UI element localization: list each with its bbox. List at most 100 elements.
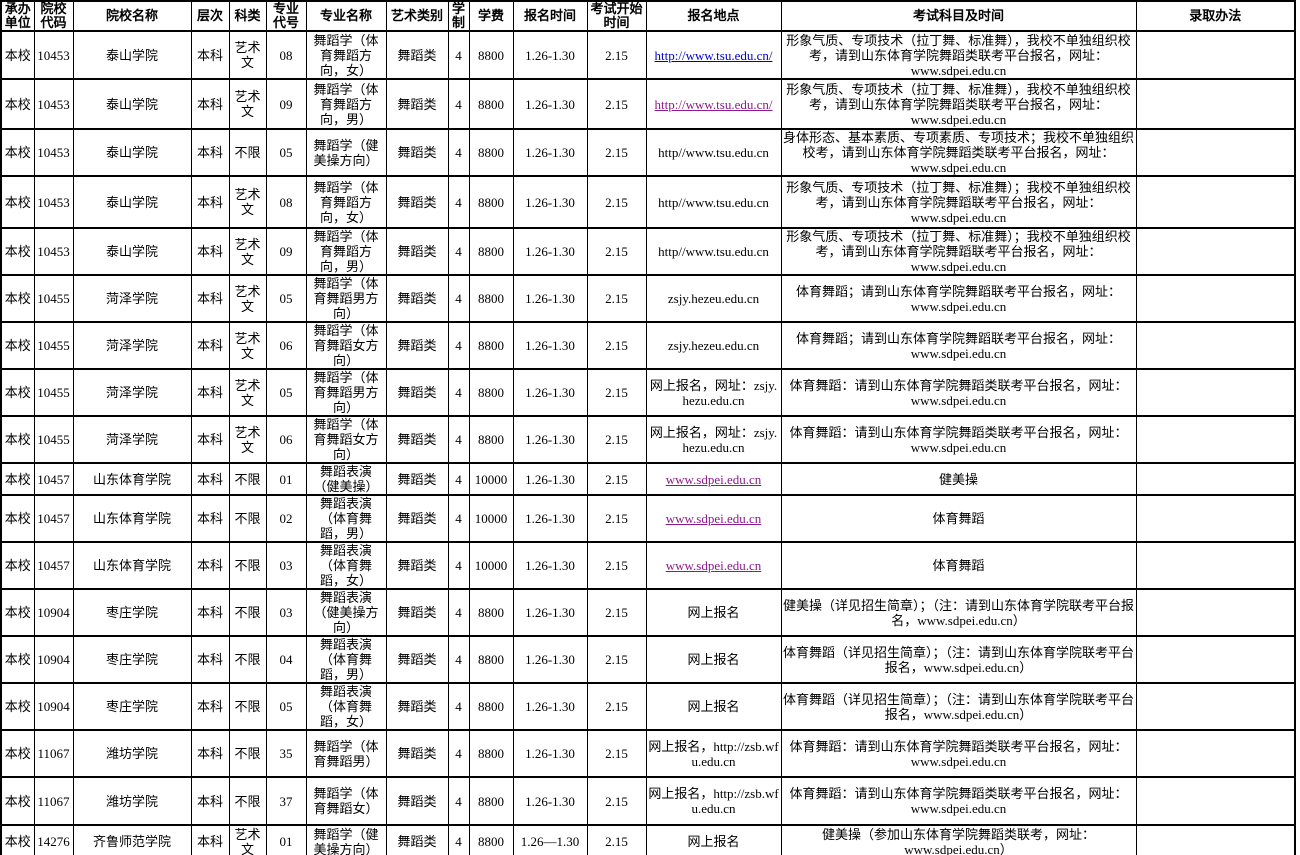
table-cell: 舞蹈表演（体育舞蹈，女） — [305, 682, 387, 731]
table-cell: 舞蹈表演（健美操方向） — [305, 588, 387, 637]
table-cell: 35 — [265, 729, 307, 778]
table-cell: 舞蹈类 — [385, 30, 449, 80]
table-cell — [1135, 494, 1296, 543]
table-cell: 本校 — [0, 682, 35, 731]
table-cell: 8800 — [468, 776, 514, 826]
table-cell: 舞蹈类 — [385, 776, 449, 826]
signup-link[interactable]: www.sdpei.edu.cn — [665, 511, 762, 526]
table-cell: 体育舞蹈：请到山东体育学院舞蹈类联考平台报名，网址：www.sdpei.edu.… — [780, 729, 1137, 778]
table-cell: 山东体育学院 — [72, 462, 192, 496]
table-cell: 泰山学院 — [72, 175, 192, 229]
table-cell: 舞蹈表演（健美操） — [305, 462, 387, 496]
column-header: 考试科目及时间 — [780, 0, 1137, 32]
table-cell: 本校 — [0, 175, 35, 229]
table-cell — [1135, 588, 1296, 637]
table-cell: 1.26-1.30 — [512, 494, 588, 543]
table-cell: 10904 — [33, 588, 74, 637]
table-cell: 4 — [447, 462, 470, 496]
table-cell: 形象气质、专项技术（拉丁舞、标准舞），我校不单独组织校考，请到山东体育学院舞蹈类… — [780, 78, 1137, 130]
table-cell: 网上报名 — [645, 682, 782, 731]
table-cell: 潍坊学院 — [72, 729, 192, 778]
table-cell: 艺术文 — [228, 824, 267, 855]
signup-link[interactable]: http://www.tsu.edu.cn/ — [654, 96, 773, 112]
table-cell: 本校 — [0, 274, 35, 323]
table-cell: 1.26—1.30 — [512, 824, 588, 855]
table-cell: 8800 — [468, 274, 514, 323]
table-cell: 09 — [265, 78, 307, 130]
column-header: 报名时间 — [512, 0, 588, 32]
column-header: 专业代号 — [265, 0, 307, 32]
table-cell: 08 — [265, 175, 307, 229]
table-cell: 舞蹈类 — [385, 321, 449, 370]
table-cell: 4 — [447, 128, 470, 177]
table-cell: 不限 — [228, 776, 267, 826]
column-header: 报名地点 — [645, 0, 782, 32]
table-cell: 本校 — [0, 227, 35, 276]
table-cell — [1135, 635, 1296, 684]
table-row: 本校 10455 菏泽学院 本科 艺术文 05 舞蹈学（体育舞蹈男方向） 舞蹈类 4 8800 1.… — [0, 274, 1296, 323]
table-cell: 本校 — [0, 415, 35, 464]
table-cell: zsjy.hezeu.edu.cn — [645, 321, 782, 370]
table-cell: 泰山学院 — [72, 78, 192, 130]
table-cell: 本科 — [190, 321, 230, 370]
table-cell: 本科 — [190, 541, 230, 590]
table-cell: 舞蹈类 — [385, 415, 449, 464]
table-cell: 不限 — [228, 682, 267, 731]
table-cell: 01 — [265, 462, 307, 496]
table-cell — [1135, 824, 1296, 855]
table-cell: 10457 — [33, 462, 74, 496]
table-cell: 08 — [265, 30, 307, 80]
table-cell: 8800 — [468, 128, 514, 177]
table-cell: 1.26-1.30 — [512, 588, 588, 637]
table-cell: 舞蹈类 — [385, 462, 449, 496]
table-cell: 10000 — [468, 462, 514, 496]
column-header: 院校名称 — [72, 0, 192, 32]
table-cell: 不限 — [228, 729, 267, 778]
table-cell: 体育舞蹈：请到山东体育学院舞蹈类联考平台报名，网址：www.sdpei.edu.… — [780, 415, 1137, 464]
table-cell — [1135, 78, 1296, 130]
table-cell: 健美操（详见招生简章）；（注：请到山东体育学院联考平台报名，www.sdpei.… — [780, 588, 1137, 637]
table-cell: 本科 — [190, 729, 230, 778]
table-cell: 枣庄学院 — [72, 682, 192, 731]
table-cell: 10904 — [33, 682, 74, 731]
table-cell: 本科 — [190, 274, 230, 323]
table-cell: http://www.tsu.edu.cn/ — [645, 30, 782, 80]
table-cell: 舞蹈学（健美操方向） — [305, 824, 387, 855]
table-cell: 不限 — [228, 635, 267, 684]
table-row: 本校 10457 山东体育学院 本科 不限 01 舞蹈表演（健美操） 舞蹈类 4 10000 1.2… — [0, 462, 1296, 496]
table-row: 本校 10453 泰山学院 本科 不限 05 舞蹈学（健美操方向） 舞蹈类 4 8800 1.26-… — [0, 128, 1296, 177]
table-cell: 潍坊学院 — [72, 776, 192, 826]
table-cell: 菏泽学院 — [72, 415, 192, 464]
signup-link[interactable]: www.sdpei.edu.cn — [665, 558, 762, 573]
table-cell: 体育舞蹈（详见招生简章）；（注：请到山东体育学院联考平台报名，www.sdpei… — [780, 682, 1137, 731]
table-cell: 本科 — [190, 415, 230, 464]
table-cell: 1.26-1.30 — [512, 729, 588, 778]
table-cell: 1.26-1.30 — [512, 682, 588, 731]
table-cell: 4 — [447, 30, 470, 80]
table-cell: 1.26-1.30 — [512, 30, 588, 80]
table-cell: 枣庄学院 — [72, 588, 192, 637]
table-cell: 10000 — [468, 541, 514, 590]
table-cell: 体育舞蹈 — [780, 541, 1137, 590]
signup-link[interactable]: www.sdpei.edu.cn — [665, 471, 762, 487]
table-cell: 舞蹈表演（体育舞蹈，女） — [305, 541, 387, 590]
table-cell: 06 — [265, 415, 307, 464]
table-cell: 体育舞蹈（详见招生简章）；（注：请到山东体育学院联考平台报名，www.sdpei… — [780, 635, 1137, 684]
table-cell: 舞蹈学（体育舞蹈方向，女） — [305, 175, 387, 229]
table-cell: 10453 — [33, 175, 74, 229]
table-cell: 山东体育学院 — [72, 541, 192, 590]
signup-link[interactable]: http://www.tsu.edu.cn/ — [654, 47, 773, 63]
table-cell: 10455 — [33, 368, 74, 417]
table-cell: 1.26-1.30 — [512, 368, 588, 417]
column-header: 承办单位 — [0, 0, 35, 32]
table-cell: 1.26-1.30 — [512, 462, 588, 496]
table-cell: 本校 — [0, 78, 35, 130]
table-cell: 2.15 — [586, 30, 647, 80]
table-cell: zsjy.hezeu.edu.cn — [645, 274, 782, 323]
table-cell: 4 — [447, 227, 470, 276]
table-cell: www.sdpei.edu.cn — [645, 541, 782, 590]
table-cell: 菏泽学院 — [72, 368, 192, 417]
table-cell: 8800 — [468, 824, 514, 855]
table-cell: 8800 — [468, 729, 514, 778]
